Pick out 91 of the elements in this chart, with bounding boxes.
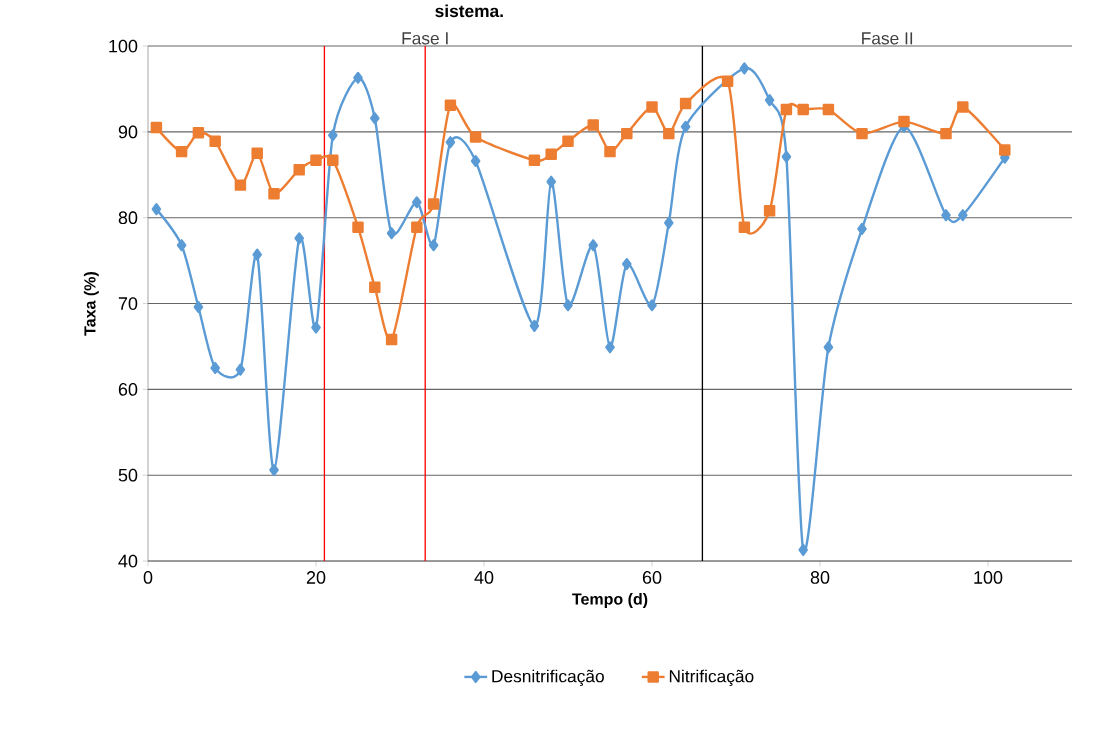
point bbox=[562, 135, 574, 148]
point bbox=[428, 239, 439, 252]
point bbox=[563, 299, 573, 312]
point bbox=[293, 163, 305, 176]
x-tick-label: 20 bbox=[306, 571, 326, 584]
point bbox=[151, 203, 162, 216]
point bbox=[605, 341, 615, 354]
point bbox=[427, 198, 440, 210]
x-tick-label: 100 bbox=[974, 571, 1003, 584]
point bbox=[999, 144, 1011, 156]
point bbox=[664, 216, 674, 229]
point bbox=[763, 205, 776, 217]
point bbox=[469, 131, 482, 143]
point bbox=[235, 363, 246, 376]
point bbox=[822, 103, 835, 116]
point bbox=[739, 62, 750, 75]
point bbox=[798, 543, 808, 556]
point bbox=[209, 135, 221, 148]
point bbox=[353, 71, 363, 84]
y-tick-label: 100 bbox=[109, 39, 138, 53]
point bbox=[680, 120, 691, 133]
point bbox=[252, 248, 263, 261]
point bbox=[411, 221, 423, 233]
x-tick-label: 40 bbox=[474, 571, 494, 584]
point bbox=[957, 101, 969, 113]
point bbox=[470, 155, 481, 168]
point bbox=[210, 361, 221, 374]
point bbox=[528, 154, 541, 166]
point bbox=[797, 103, 809, 116]
point bbox=[898, 115, 910, 128]
point bbox=[646, 101, 658, 113]
y-tick-label: 80 bbox=[118, 211, 138, 225]
point bbox=[856, 127, 868, 140]
point bbox=[269, 464, 279, 477]
point bbox=[604, 145, 616, 158]
point bbox=[738, 221, 751, 233]
y-tick-label: 90 bbox=[118, 125, 138, 139]
point bbox=[412, 196, 422, 209]
point bbox=[622, 258, 632, 271]
text: Fase II bbox=[862, 32, 913, 45]
point bbox=[781, 150, 792, 163]
legend-label: Nitrificação bbox=[669, 669, 754, 686]
point bbox=[444, 99, 457, 111]
y-tick-label: 70 bbox=[118, 297, 138, 310]
point bbox=[193, 300, 204, 313]
y-tick-label: 50 bbox=[118, 468, 138, 482]
point bbox=[545, 148, 557, 160]
point bbox=[369, 281, 381, 293]
point bbox=[175, 145, 188, 158]
point bbox=[385, 333, 398, 346]
point bbox=[192, 126, 205, 139]
point bbox=[251, 147, 263, 160]
legend-label: Desnitrificação bbox=[492, 669, 604, 686]
x-tick-label: 60 bbox=[642, 571, 662, 584]
point bbox=[327, 154, 339, 166]
chart-title: sistema. bbox=[435, 4, 503, 18]
x-tick-label: 80 bbox=[810, 571, 830, 584]
point bbox=[679, 97, 692, 110]
point bbox=[587, 119, 599, 131]
point bbox=[386, 227, 397, 240]
point bbox=[234, 179, 247, 191]
y-tick-label: 60 bbox=[118, 383, 138, 396]
point bbox=[663, 127, 675, 140]
x-axis-title: Tempo (d) bbox=[572, 592, 648, 608]
point bbox=[941, 209, 951, 222]
point bbox=[328, 129, 338, 142]
point bbox=[546, 175, 556, 188]
point bbox=[268, 187, 280, 200]
point bbox=[294, 232, 305, 245]
point bbox=[445, 136, 456, 149]
point bbox=[529, 319, 540, 332]
point bbox=[940, 127, 952, 140]
point bbox=[958, 209, 968, 222]
point bbox=[647, 299, 657, 312]
point bbox=[311, 321, 321, 334]
point bbox=[823, 341, 834, 354]
point bbox=[176, 239, 187, 252]
point bbox=[857, 222, 867, 235]
point bbox=[621, 127, 633, 140]
x-tick-label: 0 bbox=[143, 571, 153, 584]
text: Fase I bbox=[402, 32, 448, 45]
y-axis-title: Taxa (%) bbox=[83, 272, 99, 336]
y-tick-label: 40 bbox=[118, 554, 138, 568]
point bbox=[150, 121, 163, 134]
point bbox=[780, 103, 793, 116]
point bbox=[764, 94, 775, 107]
point bbox=[352, 221, 364, 233]
point bbox=[310, 154, 322, 166]
point bbox=[370, 112, 380, 125]
point bbox=[721, 75, 734, 87]
point bbox=[588, 239, 598, 252]
